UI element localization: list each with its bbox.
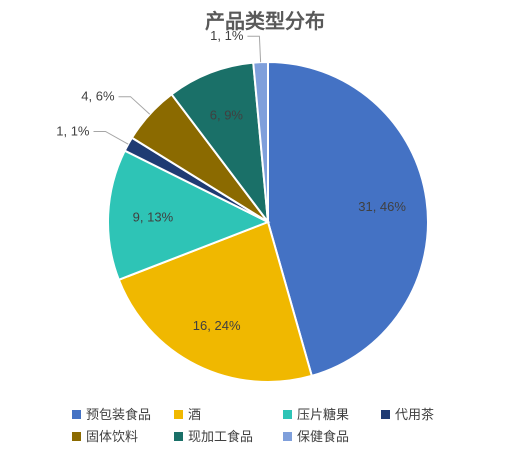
legend-swatch-5 [174, 432, 183, 441]
legend-label-6: 保健食品 [297, 429, 349, 445]
leader-lines [93, 35, 262, 145]
legend-item-4: 固体饮料 [72, 430, 138, 445]
data-label-2: 9, 13% [133, 210, 174, 225]
legend-swatch-3 [381, 410, 390, 419]
legend-item-6: 保健食品 [283, 429, 349, 445]
leader-line-3 [93, 130, 129, 145]
legend-label-5: 现加工食品 [188, 429, 253, 445]
pie-slice-5 [170, 61, 270, 226]
leader-line-6 [247, 35, 262, 63]
leader-line-4 [118, 96, 151, 115]
data-label-1: 16, 24% [193, 318, 241, 333]
legend-swatch-6 [283, 432, 292, 441]
legend-item-1: 酒 [174, 408, 201, 423]
data-label-5: 6, 9% [210, 108, 244, 123]
data-label-0: 31, 46% [358, 199, 406, 214]
legend-swatch-1 [174, 410, 183, 419]
legend-item-0: 预包装食品 [72, 407, 151, 423]
pie-slices [107, 60, 429, 383]
legend-label-0: 预包装食品 [86, 407, 151, 423]
pie-slice-0 [267, 60, 429, 378]
legend-item-2: 压片糖果 [283, 407, 349, 423]
legend-swatch-0 [72, 410, 81, 419]
legend-label-1: 酒 [188, 408, 201, 423]
chart-title: 产品类型分布 [205, 9, 325, 33]
legend-label-3: 代用茶 [395, 407, 434, 423]
legend-item-3: 代用茶 [381, 407, 434, 423]
data-label-6: 1, 1% [210, 28, 244, 43]
legend-swatch-4 [72, 432, 81, 441]
data-labels: 31, 46% 16, 24% 9, 13% 1, 1% 4, 6% 6, 9% 1, 1% [56, 28, 406, 333]
pie-slice-2 [107, 149, 271, 282]
data-label-4: 4, 6% [81, 89, 115, 104]
legend-item-5: 现加工食品 [174, 429, 253, 445]
legend-swatch-2 [283, 410, 292, 419]
data-label-3: 1, 1% [56, 123, 90, 138]
legend-label-4: 固体饮料 [86, 430, 138, 445]
legend-label-2: 压片糖果 [297, 407, 349, 423]
